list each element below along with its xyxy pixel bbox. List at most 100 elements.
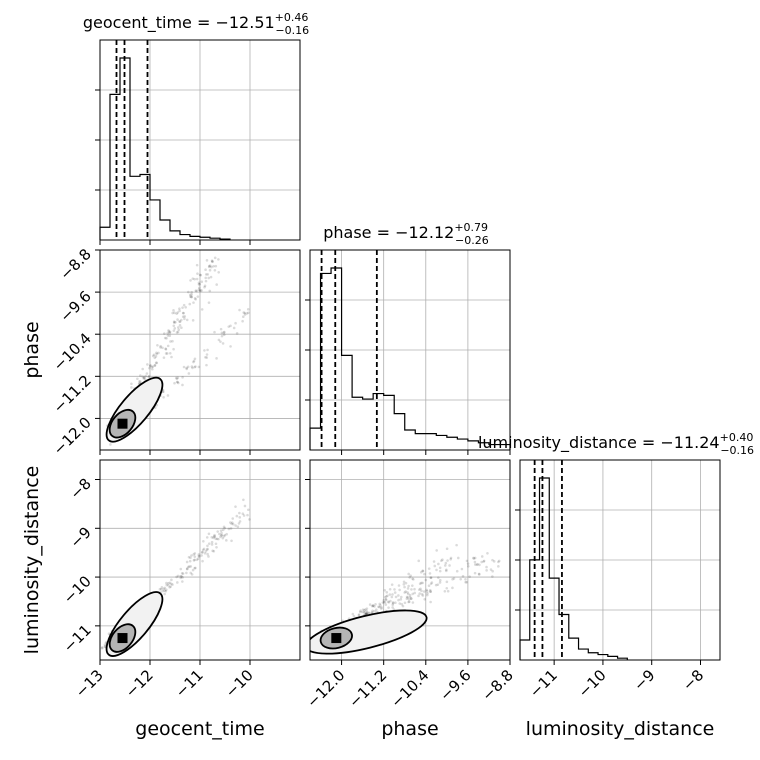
sample-point bbox=[204, 279, 208, 283]
sample-point bbox=[218, 532, 221, 536]
sample-point bbox=[248, 518, 251, 521]
sample-point bbox=[217, 338, 221, 342]
sample-point bbox=[209, 240, 212, 243]
sample-point bbox=[405, 595, 409, 599]
sample-point bbox=[242, 514, 246, 517]
ytick-label-luminosity_distance-0: −11 bbox=[60, 621, 95, 656]
sample-point bbox=[391, 606, 394, 609]
sample-point bbox=[167, 583, 170, 587]
sample-point bbox=[168, 334, 172, 338]
sample-point bbox=[374, 603, 377, 606]
sample-point bbox=[434, 583, 438, 587]
sample-point bbox=[234, 524, 237, 527]
sample-point bbox=[185, 560, 189, 564]
sample-point bbox=[391, 601, 395, 604]
sample-point bbox=[229, 324, 232, 328]
sample-point bbox=[210, 543, 214, 546]
sample-point bbox=[179, 576, 183, 580]
sample-point bbox=[360, 610, 364, 614]
sample-point bbox=[235, 514, 239, 518]
sample-point bbox=[195, 277, 199, 281]
sample-point bbox=[172, 347, 175, 351]
sample-point bbox=[426, 591, 429, 595]
sample-point bbox=[200, 280, 204, 283]
sample-point bbox=[165, 581, 168, 585]
sample-point bbox=[175, 575, 178, 579]
sample-point bbox=[203, 285, 206, 289]
sample-point bbox=[185, 366, 188, 370]
sample-point bbox=[192, 301, 195, 304]
sample-point bbox=[173, 311, 176, 315]
sample-point bbox=[164, 347, 168, 351]
sample-point bbox=[382, 598, 386, 602]
sample-point bbox=[247, 508, 250, 512]
sample-point bbox=[229, 527, 233, 530]
sample-point bbox=[162, 332, 166, 335]
sample-point bbox=[151, 354, 155, 358]
sample-point bbox=[429, 590, 432, 593]
sample-point bbox=[357, 613, 361, 616]
sample-point bbox=[194, 289, 198, 293]
sample-point bbox=[386, 594, 389, 598]
sample-point bbox=[200, 554, 203, 557]
sample-point bbox=[419, 587, 422, 591]
contour-outer bbox=[105, 591, 164, 657]
sample-point bbox=[418, 582, 422, 585]
histogram-phase bbox=[309, 267, 511, 450]
sample-point bbox=[243, 311, 247, 315]
sample-point bbox=[364, 612, 368, 616]
sample-point bbox=[468, 575, 471, 578]
sample-point bbox=[444, 569, 448, 573]
sample-point bbox=[154, 355, 158, 358]
xtick-label-phase-3: −9.6 bbox=[436, 666, 474, 704]
sample-point bbox=[143, 376, 146, 380]
ytick-label-luminosity_distance-2: −9 bbox=[66, 523, 94, 551]
sample-point bbox=[379, 604, 382, 607]
sample-point bbox=[398, 588, 401, 592]
ytick-label-luminosity_distance-3: −8 bbox=[66, 475, 94, 503]
sample-point bbox=[175, 331, 179, 334]
sample-point bbox=[242, 498, 245, 502]
sample-point bbox=[168, 330, 172, 334]
sample-point bbox=[394, 601, 397, 605]
sample-point bbox=[167, 329, 170, 332]
sample-point bbox=[371, 609, 374, 613]
scatter-group-geocent_time-vs-luminosity_distance bbox=[100, 498, 251, 657]
sample-point bbox=[167, 330, 171, 333]
sample-point bbox=[162, 395, 165, 399]
sample-point bbox=[220, 531, 223, 535]
sample-point bbox=[378, 605, 381, 609]
sample-point bbox=[367, 611, 371, 615]
sample-point bbox=[420, 592, 424, 596]
sample-point bbox=[205, 548, 209, 551]
yaxis-label-phase: phase bbox=[21, 321, 43, 378]
ytick-label-luminosity_distance-1: −10 bbox=[60, 572, 95, 607]
sample-point bbox=[383, 588, 387, 592]
sample-point bbox=[452, 577, 456, 580]
sample-point bbox=[428, 588, 432, 592]
sample-point bbox=[204, 268, 207, 272]
sample-point bbox=[407, 584, 410, 588]
sample-point bbox=[191, 366, 194, 370]
sample-point bbox=[245, 312, 249, 315]
sample-point bbox=[202, 539, 205, 543]
sample-point bbox=[200, 551, 204, 554]
histogram-luminosity_distance bbox=[519, 477, 628, 660]
sample-point bbox=[429, 576, 433, 580]
sample-point bbox=[178, 320, 181, 323]
sample-point bbox=[397, 598, 400, 602]
sample-point bbox=[176, 380, 179, 384]
sample-point bbox=[234, 505, 237, 508]
sample-point bbox=[196, 295, 200, 298]
sample-point bbox=[157, 351, 160, 355]
sample-point bbox=[193, 552, 197, 555]
sample-point bbox=[138, 380, 141, 383]
sample-point bbox=[138, 380, 142, 383]
sample-point bbox=[417, 594, 420, 598]
sample-point bbox=[203, 551, 207, 555]
sample-point bbox=[449, 556, 453, 560]
sample-point bbox=[478, 563, 481, 567]
sample-point bbox=[171, 311, 174, 315]
sample-point bbox=[222, 331, 226, 334]
